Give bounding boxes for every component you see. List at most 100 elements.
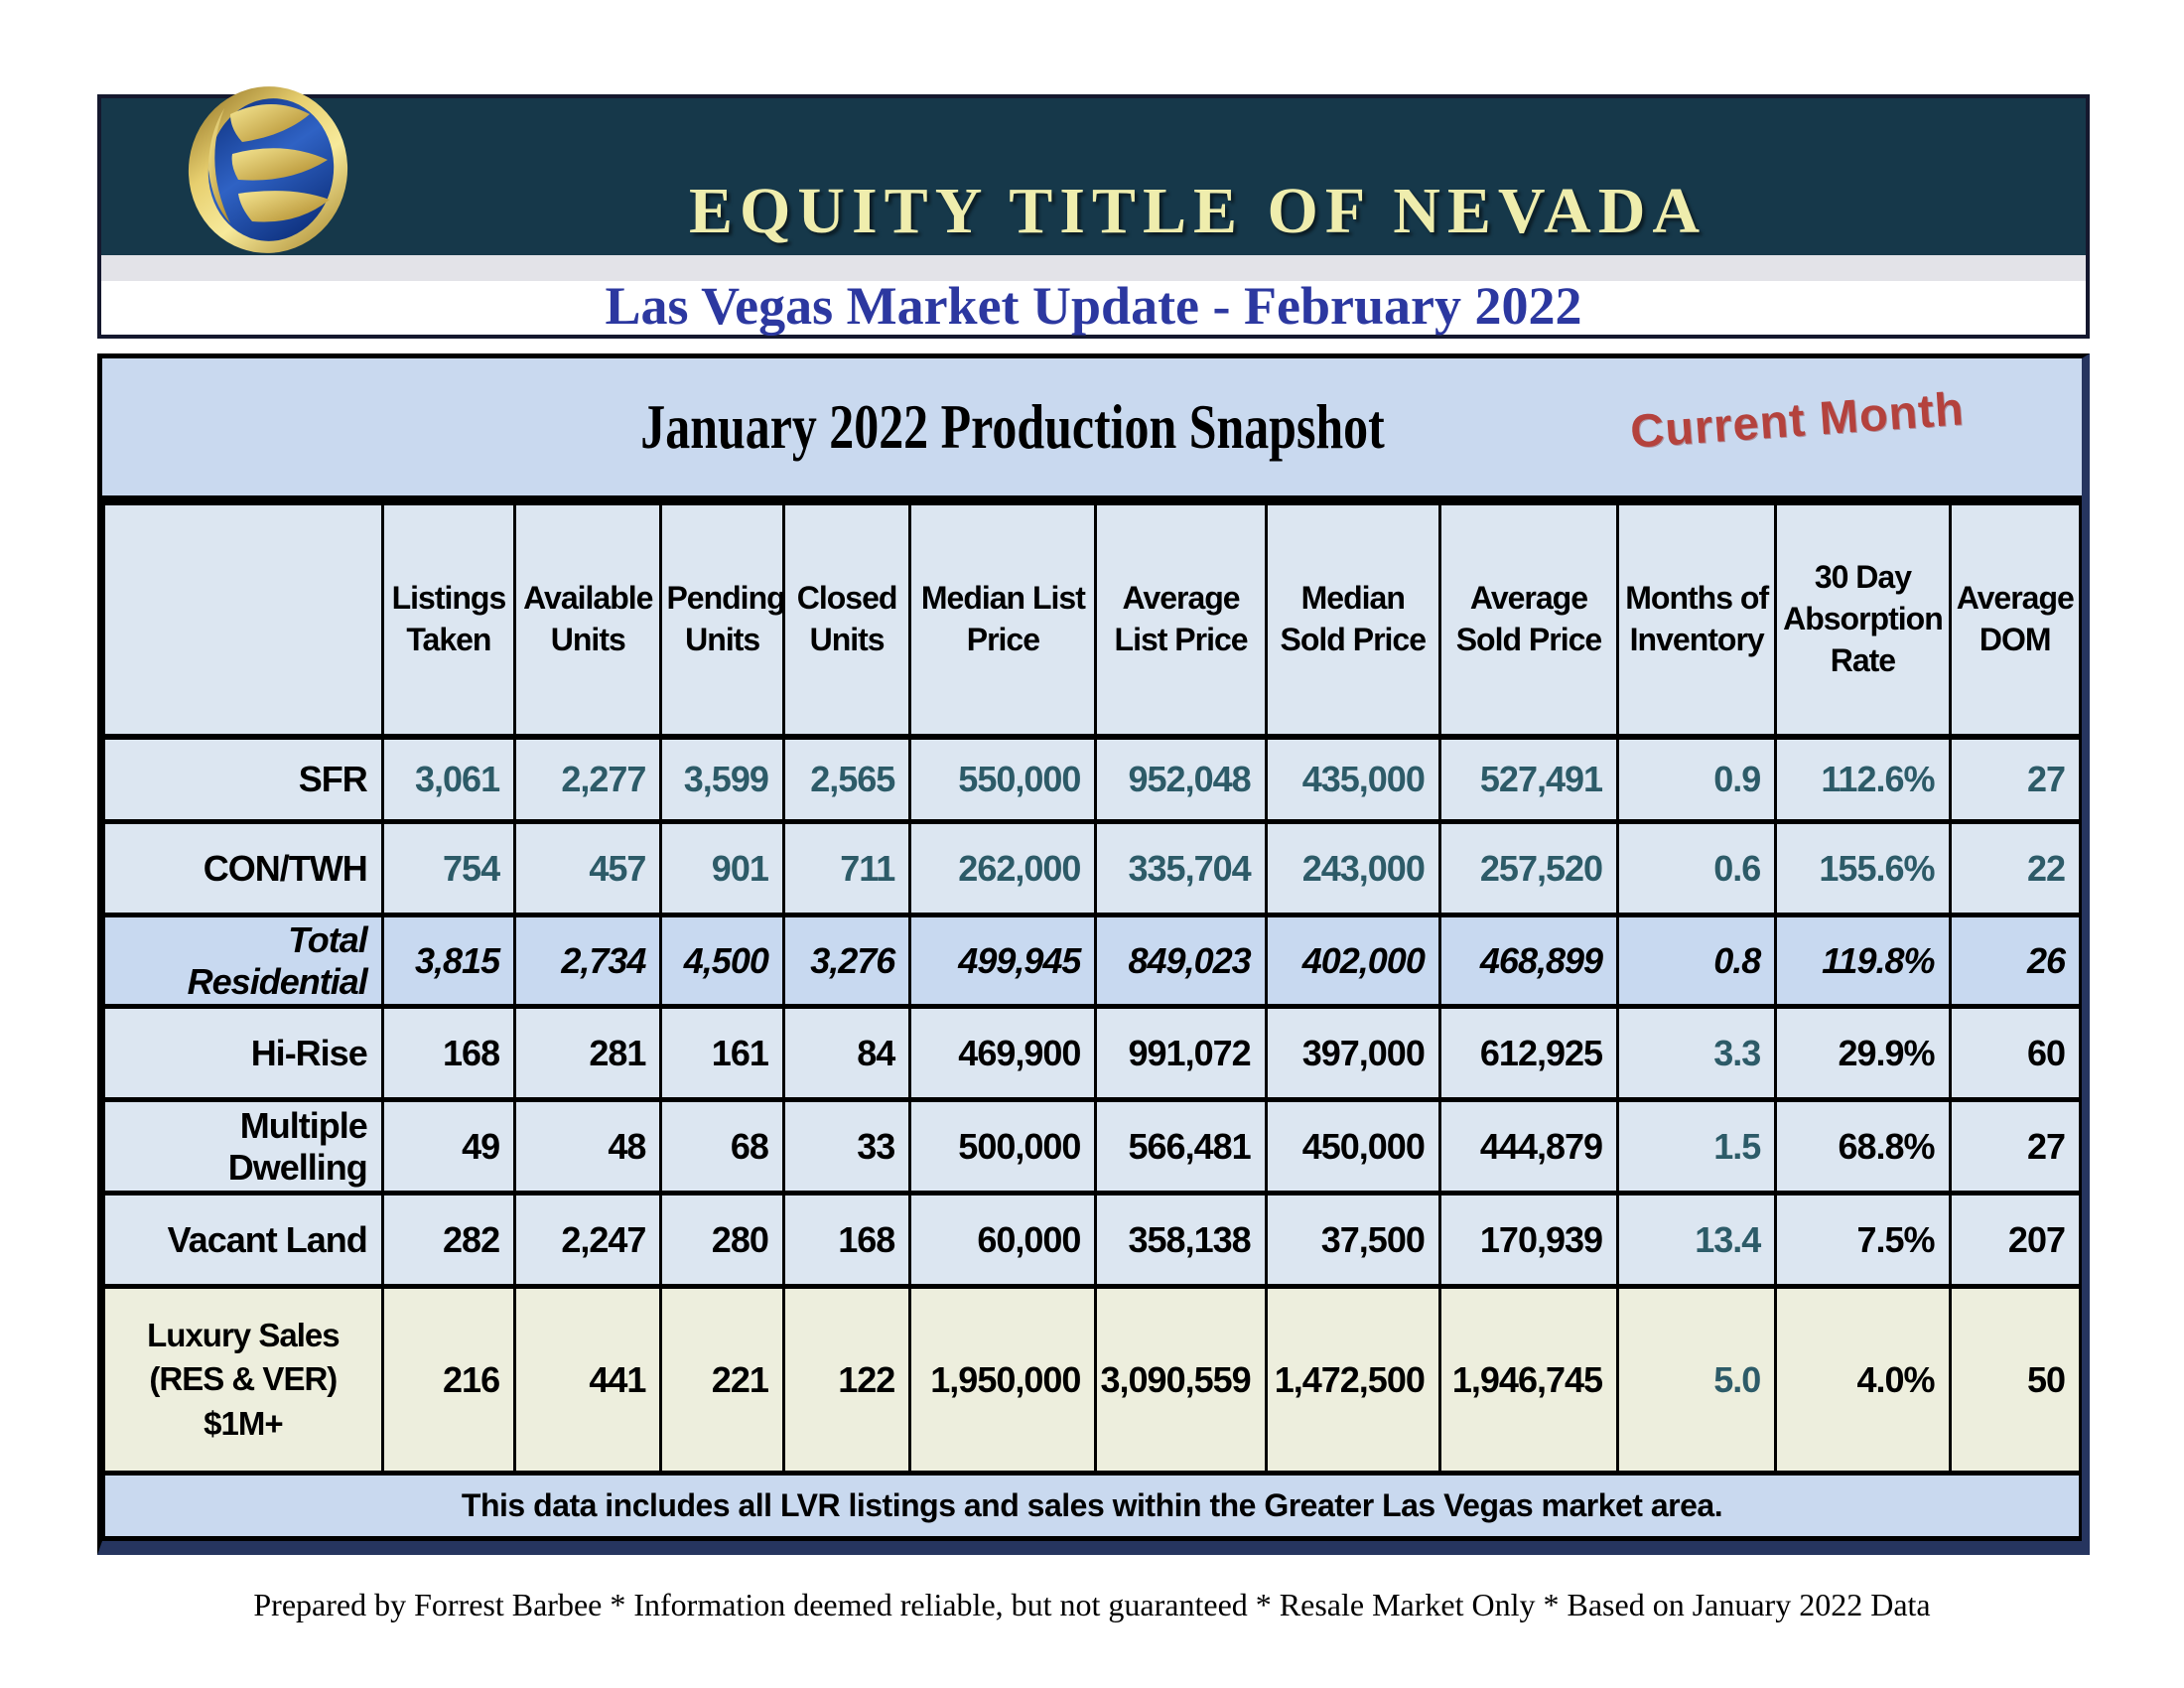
table-cell: 282 <box>380 1191 517 1289</box>
column-header: Median Sold Price <box>1264 502 1441 740</box>
table-cell: 119.8% <box>1774 913 1952 1009</box>
table-cell: 1,946,745 <box>1437 1284 1620 1476</box>
table-cell: 60,000 <box>908 1191 1098 1289</box>
gray-divider-band <box>101 255 2086 281</box>
table-cell: 122 <box>781 1284 912 1476</box>
column-header: Closed Units <box>781 502 912 740</box>
table-cell: 168 <box>380 1004 517 1102</box>
table-cell: 441 <box>513 1284 663 1476</box>
table-cell: 0.9 <box>1616 734 1778 824</box>
column-header: Average DOM <box>1948 502 2083 740</box>
table-cell: 450,000 <box>1264 1097 1441 1196</box>
table-row: CON/TWH 754 457 901 711 262,000 335,704 243,000… <box>102 819 2083 917</box>
table-cell: 155.6% <box>1774 819 1952 917</box>
production-snapshot-section: January 2022 Production Snapshot Current… <box>97 353 2090 1555</box>
row-label: Vacant Land <box>102 1191 384 1289</box>
table-cell: 3,090,559 <box>1094 1284 1268 1476</box>
table-cell: 0.6 <box>1616 819 1778 917</box>
table-cell: 901 <box>659 819 785 917</box>
table-cell: 3,276 <box>781 913 912 1009</box>
table-cell: 335,704 <box>1094 819 1268 917</box>
production-table: Listings Taken Available Units Pending Uni… <box>102 502 2083 1541</box>
column-header-row: Listings Taken Available Units Pending Uni… <box>102 502 2083 740</box>
table-cell: 48 <box>513 1097 663 1196</box>
row-label: CON/TWH <box>102 819 384 917</box>
table-cell: 550,000 <box>908 734 1098 824</box>
row-label: Multiple Dwelling <box>102 1097 384 1196</box>
table-cell: 2,277 <box>513 734 663 824</box>
table-cell: 221 <box>659 1284 785 1476</box>
table-cell: 84 <box>781 1004 912 1102</box>
table-cell: 7.5% <box>1774 1191 1952 1289</box>
table-cell: 1,950,000 <box>908 1284 1098 1476</box>
row-label: Total Residential <box>102 913 384 1009</box>
table-cell: 68.8% <box>1774 1097 1952 1196</box>
table-cell: 27 <box>1948 734 2083 824</box>
corner-cell <box>102 502 384 740</box>
table-cell: 500,000 <box>908 1097 1098 1196</box>
table-cell: 2,565 <box>781 734 912 824</box>
table-cell: 612,925 <box>1437 1004 1620 1102</box>
table-cell: 3.3 <box>1616 1004 1778 1102</box>
table-cell: 3,599 <box>659 734 785 824</box>
table-cell: 37,500 <box>1264 1191 1441 1289</box>
table-cell: 29.9% <box>1774 1004 1952 1102</box>
table-body: SFR 3,061 2,277 3,599 2,565 550,000 952,048 435… <box>102 734 2083 1541</box>
table-cell: 280 <box>659 1191 785 1289</box>
table-cell: 170,939 <box>1437 1191 1620 1289</box>
column-header: Average List Price <box>1094 502 1268 740</box>
table-cell: 499,945 <box>908 913 1098 1009</box>
column-header: Listings Taken <box>380 502 517 740</box>
table-cell: 468,899 <box>1437 913 1620 1009</box>
table-cell: 27 <box>1948 1097 2083 1196</box>
navy-band: EQUITY TITLE OF NEVADA <box>101 98 2086 255</box>
current-month-badge: Current Month <box>1628 381 1967 458</box>
row-label: Hi-Rise <box>102 1004 384 1102</box>
table-row: Vacant Land 282 2,247 280 168 60,000 358,138 37… <box>102 1191 2083 1289</box>
column-header: Pending Units <box>659 502 785 740</box>
table-cell: 469,900 <box>908 1004 1098 1102</box>
column-header: Available Units <box>513 502 663 740</box>
table-cell: 207 <box>1948 1191 2083 1289</box>
table-cell: 849,023 <box>1094 913 1268 1009</box>
table-cell: 5.0 <box>1616 1284 1778 1476</box>
table-cell: 754 <box>380 819 517 917</box>
table-cell: 262,000 <box>908 819 1098 917</box>
table-row: Luxury Sales (RES & VER) $1M+ 216 441 221 122… <box>102 1284 2083 1476</box>
company-name: EQUITY TITLE OF NEVADA <box>688 175 1707 247</box>
table-cell: 33 <box>781 1097 912 1196</box>
equity-title-logo-icon <box>188 86 348 253</box>
white-band: Las Vegas Market Update - February 2022 <box>101 276 2086 336</box>
snapshot-title: January 2022 Production Snapshot <box>640 391 1385 462</box>
footer-disclaimer: Prepared by Forrest Barbee * Information… <box>253 1587 1931 1622</box>
table-cell: 457 <box>513 819 663 917</box>
header-banner: EQUITY TITLE OF NEVADA Las Vegas Market … <box>97 86 2090 339</box>
table-cell: 112.6% <box>1774 734 1952 824</box>
table-cell: 216 <box>380 1284 517 1476</box>
table-cell: 444,879 <box>1437 1097 1620 1196</box>
table-cell: 952,048 <box>1094 734 1268 824</box>
column-header: Average Sold Price <box>1437 502 1620 740</box>
note-row: This data includes all LVR listings and … <box>102 1471 2082 1541</box>
table-cell: 243,000 <box>1264 819 1441 917</box>
table-cell: 0.8 <box>1616 913 1778 1009</box>
table-cell: 2,247 <box>513 1191 663 1289</box>
table-cell: 50 <box>1948 1284 2083 1476</box>
column-header: Median List Price <box>908 502 1098 740</box>
table-cell: 168 <box>781 1191 912 1289</box>
table-cell: 358,138 <box>1094 1191 1268 1289</box>
table-cell: 435,000 <box>1264 734 1441 824</box>
table-cell: 26 <box>1948 913 2083 1009</box>
table-cell: 257,520 <box>1437 819 1620 917</box>
table-cell: 49 <box>380 1097 517 1196</box>
table-cell: 2,734 <box>513 913 663 1009</box>
table-cell: 991,072 <box>1094 1004 1268 1102</box>
table-row: Total Residential 3,815 2,734 4,500 3,276 499… <box>102 913 2083 1009</box>
table-row: SFR 3,061 2,277 3,599 2,565 550,000 952,048 435… <box>102 734 2083 824</box>
column-header: Months of Inventory <box>1616 502 1778 740</box>
table-cell: 3,061 <box>380 734 517 824</box>
table-cell: 22 <box>1948 819 2083 917</box>
note-text: This data includes all LVR listings and … <box>102 1471 2082 1541</box>
table-cell: 3,815 <box>380 913 517 1009</box>
